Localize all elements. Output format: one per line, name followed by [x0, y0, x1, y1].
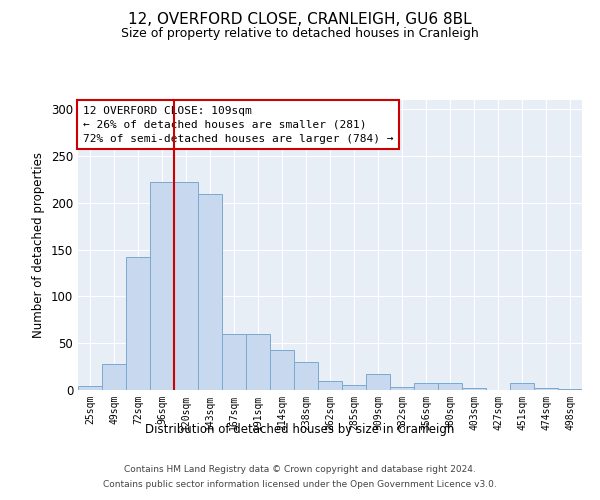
Bar: [102, 364, 126, 390]
Bar: [198, 194, 222, 390]
Bar: [150, 182, 174, 390]
Bar: [366, 374, 390, 390]
Bar: [534, 388, 558, 390]
Bar: [390, 387, 414, 390]
Text: Contains public sector information licensed under the Open Government Licence v3: Contains public sector information licen…: [103, 480, 497, 489]
Y-axis label: Number of detached properties: Number of detached properties: [32, 152, 46, 338]
Bar: [414, 384, 438, 390]
Bar: [558, 389, 582, 390]
Text: 12 OVERFORD CLOSE: 109sqm
← 26% of detached houses are smaller (281)
72% of semi: 12 OVERFORD CLOSE: 109sqm ← 26% of detac…: [83, 106, 394, 144]
Bar: [126, 257, 150, 390]
Text: Size of property relative to detached houses in Cranleigh: Size of property relative to detached ho…: [121, 28, 479, 40]
Bar: [270, 350, 294, 390]
Bar: [246, 334, 270, 390]
Bar: [318, 380, 342, 390]
Bar: [510, 382, 534, 390]
Bar: [174, 182, 198, 390]
Bar: [222, 334, 246, 390]
Text: 12, OVERFORD CLOSE, CRANLEIGH, GU6 8BL: 12, OVERFORD CLOSE, CRANLEIGH, GU6 8BL: [128, 12, 472, 28]
Bar: [294, 362, 318, 390]
Bar: [342, 386, 366, 390]
Bar: [462, 388, 486, 390]
Bar: [78, 386, 102, 390]
Text: Contains HM Land Registry data © Crown copyright and database right 2024.: Contains HM Land Registry data © Crown c…: [124, 465, 476, 474]
Text: Distribution of detached houses by size in Cranleigh: Distribution of detached houses by size …: [145, 422, 455, 436]
Bar: [438, 382, 462, 390]
